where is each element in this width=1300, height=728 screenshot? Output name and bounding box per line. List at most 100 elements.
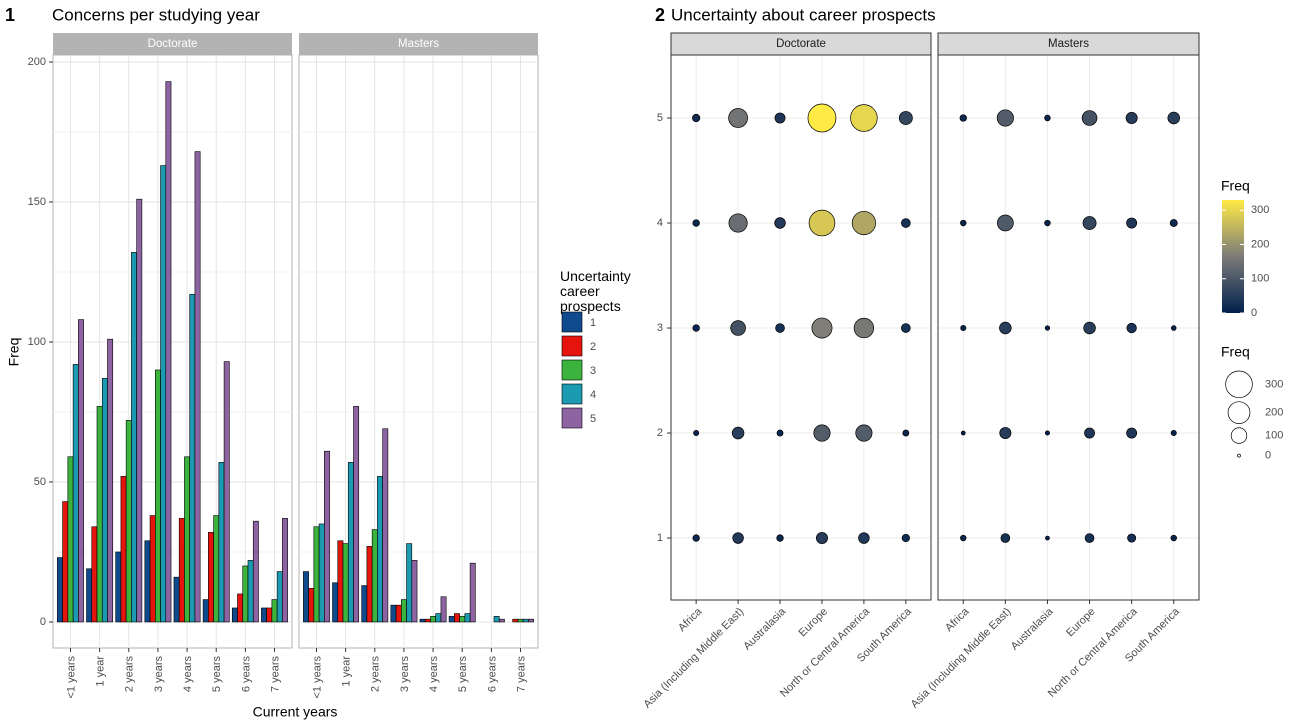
legend-label: 2 (590, 341, 596, 353)
bar (266, 607, 273, 623)
x-tick-label: Australasia (1009, 605, 1057, 653)
size-label: 300 (1265, 378, 1283, 390)
bubble (775, 323, 785, 333)
bar (155, 369, 161, 623)
panel-border (670, 54, 932, 601)
panel-number: 2 (655, 5, 665, 25)
legend-label: 5 (590, 413, 596, 425)
bar (194, 151, 201, 623)
size-key (1225, 370, 1253, 399)
bubble (997, 214, 1014, 232)
bar (512, 618, 519, 623)
bubble (1167, 111, 1180, 125)
bar (202, 599, 209, 623)
bubble (999, 321, 1012, 335)
bar (282, 518, 288, 623)
bubble (693, 430, 700, 437)
y-tick-label: 150 (28, 196, 46, 208)
legend-title: Freq (1221, 344, 1250, 360)
bar (62, 501, 69, 623)
bubble (774, 217, 786, 229)
y-tick-label: 2 (657, 427, 663, 439)
strip (299, 33, 538, 55)
bubble (1170, 534, 1177, 542)
y-tick-label: 3 (657, 322, 663, 334)
x-tick-label: 7 years (269, 656, 281, 693)
bar (454, 613, 460, 623)
bubble (999, 427, 1012, 440)
bar (242, 565, 249, 623)
bubble (901, 323, 911, 333)
x-tick-label: 2 years (370, 656, 382, 693)
bubble (960, 219, 967, 227)
bar (308, 588, 315, 623)
bar (72, 364, 79, 623)
x-tick-label: Australasia (741, 605, 789, 653)
bar (382, 428, 389, 623)
bubble (1044, 114, 1051, 122)
bubble (1044, 430, 1050, 436)
y-tick-label: 200 (28, 56, 46, 68)
bar (448, 616, 455, 623)
bar (395, 604, 402, 623)
bubble (1044, 219, 1051, 227)
bubble (853, 317, 875, 339)
bubble (774, 112, 786, 124)
bar (223, 361, 230, 623)
bar (318, 523, 325, 623)
chart-title: Uncertainty about career prospects (671, 5, 936, 24)
x-tick-label: 1 year (95, 656, 107, 687)
bubble (731, 426, 745, 440)
bubble (1084, 427, 1095, 439)
x-tick-label: Africa (943, 605, 972, 634)
bubble (1169, 219, 1178, 227)
legend-title: Uncertainty career prospects (560, 268, 635, 314)
bar (440, 596, 447, 623)
bar (313, 526, 320, 623)
x-tick-label: 2 years (124, 656, 136, 693)
bar (517, 618, 524, 623)
size-label: 200 (1265, 407, 1283, 419)
panel-border (937, 54, 1200, 601)
bubble (960, 534, 967, 542)
colorbar-label: 100 (1251, 273, 1269, 285)
bar (347, 462, 354, 623)
bar (390, 604, 397, 623)
bar (271, 599, 278, 623)
x-tick-label: 1 year (341, 656, 353, 687)
bubble (1126, 217, 1138, 229)
colorbar (1222, 200, 1244, 313)
bubble (776, 429, 784, 437)
bar (361, 585, 368, 623)
bubble (728, 108, 748, 128)
strip-label: Masters (398, 38, 439, 50)
bubble (1125, 112, 1138, 124)
bar (464, 613, 471, 623)
legend-label: 4 (590, 389, 596, 401)
bubble (692, 113, 701, 123)
bubble (808, 209, 836, 237)
y-tick-label: 1 (657, 532, 663, 544)
bubble (1126, 427, 1138, 439)
bar (184, 456, 190, 623)
bubble (960, 325, 967, 332)
bar (406, 543, 413, 623)
bar (218, 462, 225, 623)
bubble (776, 534, 784, 542)
bubble (692, 324, 700, 332)
legend-title: Freq (1221, 178, 1250, 194)
bar (213, 515, 220, 623)
panel (938, 55, 1199, 600)
bar (107, 338, 114, 623)
bubble (730, 320, 746, 336)
bar (165, 81, 172, 623)
bar (120, 476, 127, 623)
bubble (1081, 110, 1098, 126)
bar (469, 562, 476, 623)
panel (298, 54, 539, 649)
bubble (1126, 322, 1137, 334)
bubble (960, 430, 966, 436)
bar (160, 165, 167, 623)
bubble (815, 532, 828, 545)
